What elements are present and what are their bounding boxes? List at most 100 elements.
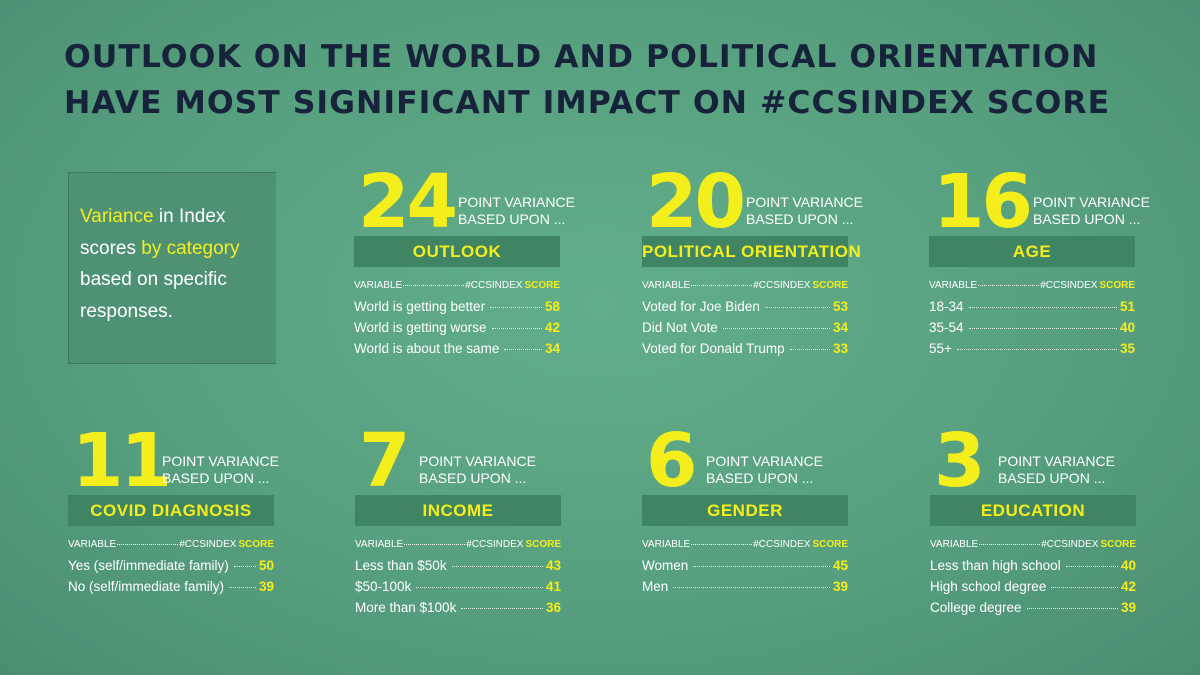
row-label: Men — [642, 579, 669, 594]
row-score: 34 — [832, 320, 848, 335]
intro-by-category: by category — [141, 237, 240, 259]
variable-header: VARIABLE #CCSINDEX SCORE — [355, 539, 561, 550]
based-upon-label: BASED UPON ... — [1033, 211, 1141, 227]
leader-dots — [968, 307, 1117, 308]
variable-label: VARIABLE — [930, 539, 979, 550]
table-row: Men 39 — [642, 579, 848, 600]
header-leader-dots — [691, 544, 753, 545]
category-label: EDUCATION — [930, 495, 1136, 526]
index-label: #CCSINDEX — [753, 539, 811, 550]
category-label: INCOME — [355, 495, 561, 526]
table-row: 55+ 35 — [929, 341, 1135, 362]
row-label: World is getting worse — [354, 320, 487, 335]
row-score: 42 — [1120, 579, 1136, 594]
row-label: More than $100k — [355, 600, 457, 615]
score-rows: Yes (self/immediate family) 50 No (self/im… — [68, 558, 274, 600]
header-leader-dots — [404, 544, 466, 545]
score-rows: Women 45 Men 39 — [642, 558, 848, 600]
variance-card: 20 POINT VARIANCE BASED UPON ... POLITICAL … — [642, 163, 863, 362]
table-row: Voted for Joe Biden 53 — [642, 299, 848, 320]
point-variance-number: 3 — [934, 418, 985, 504]
category-label: OUTLOOK — [354, 236, 560, 267]
score-label: SCORE — [812, 280, 848, 291]
table-row: High school degree 42 — [930, 579, 1136, 600]
point-variance-number: 7 — [359, 418, 410, 504]
leader-dots — [490, 307, 542, 308]
leader-dots — [673, 587, 830, 588]
point-variance-number: 11 — [72, 418, 172, 504]
index-label: #CCSINDEX — [465, 280, 523, 291]
score-label: SCORE — [525, 539, 561, 550]
based-upon-label: BASED UPON ... — [998, 470, 1106, 486]
leader-dots — [956, 349, 1117, 350]
table-row: World is getting better 58 — [354, 299, 560, 320]
leader-dots — [764, 307, 830, 308]
header-leader-dots — [978, 285, 1040, 286]
table-row: $50-100k 41 — [355, 579, 561, 600]
table-row: 18-34 51 — [929, 299, 1135, 320]
point-variance-caption: POINT VARIANCE BASED UPON ... — [746, 194, 863, 228]
index-label: #CCSINDEX — [753, 280, 811, 291]
row-score: 58 — [544, 299, 560, 314]
row-score: 51 — [1119, 299, 1135, 314]
table-row: No (self/immediate family) 39 — [68, 579, 274, 600]
leader-dots — [693, 566, 830, 567]
variable-header: VARIABLE #CCSINDEX SCORE — [929, 280, 1135, 291]
index-label: #CCSINDEX — [1040, 280, 1098, 291]
index-label: #CCSINDEX — [179, 539, 237, 550]
point-variance-label: POINT VARIANCE — [706, 453, 823, 469]
table-row: Less than high school 40 — [930, 558, 1136, 579]
header-leader-dots — [403, 285, 465, 286]
table-row: World is getting worse 42 — [354, 320, 560, 341]
variable-label: VARIABLE — [642, 539, 691, 550]
row-label: World is getting better — [354, 299, 486, 314]
variance-card: 16 POINT VARIANCE BASED UPON ... AGE VARIABL… — [929, 163, 1150, 362]
leader-dots — [491, 328, 542, 329]
point-variance-number: 20 — [646, 159, 746, 245]
row-score: 34 — [544, 341, 560, 356]
variable-label: VARIABLE — [68, 539, 117, 550]
intro-box: Variance in Index scores by category bas… — [68, 172, 276, 364]
row-label: Voted for Donald Trump — [642, 341, 785, 356]
card-header: 7 POINT VARIANCE BASED UPON ... — [355, 422, 561, 498]
table-row: Women 45 — [642, 558, 848, 579]
score-label: SCORE — [1100, 539, 1136, 550]
point-variance-number: 6 — [646, 418, 697, 504]
score-label: SCORE — [524, 280, 560, 291]
point-variance-label: POINT VARIANCE — [746, 194, 863, 210]
card-header: 16 POINT VARIANCE BASED UPON ... — [929, 163, 1150, 239]
score-rows: Less than $50k 43 $50-100k 41 More than $100… — [355, 558, 561, 621]
point-variance-caption: POINT VARIANCE BASED UPON ... — [998, 453, 1115, 487]
row-score: 42 — [544, 320, 560, 335]
table-row: Less than $50k 43 — [355, 558, 561, 579]
leader-dots — [416, 587, 543, 588]
based-upon-label: BASED UPON ... — [706, 470, 814, 486]
page-title: OUTLOOK ON THE WORLD AND POLITICAL ORIEN… — [64, 34, 1164, 126]
category-label: COVID DIAGNOSIS — [68, 495, 274, 526]
row-label: High school degree — [930, 579, 1047, 594]
row-score: 43 — [545, 558, 561, 573]
category-label: POLITICAL ORIENTATION — [642, 236, 861, 267]
table-row: Voted for Donald Trump 33 — [642, 341, 848, 362]
table-row: Yes (self/immediate family) 50 — [68, 558, 274, 579]
table-row: College degree 39 — [930, 600, 1136, 621]
title-line-2: HAVE MOST SIGNIFICANT IMPACT ON #CCSINDE… — [64, 85, 1111, 121]
table-row: 35-54 40 — [929, 320, 1135, 341]
row-score: 41 — [545, 579, 561, 594]
variance-card: 3 POINT VARIANCE BASED UPON ... EDUCATION VA… — [930, 422, 1136, 621]
leader-dots — [1065, 566, 1118, 567]
point-variance-label: POINT VARIANCE — [419, 453, 536, 469]
category-label: AGE — [929, 236, 1135, 267]
variance-card: 6 POINT VARIANCE BASED UPON ... GENDER VARIA… — [642, 422, 848, 600]
row-label: No (self/immediate family) — [68, 579, 225, 594]
row-label: 35-54 — [929, 320, 964, 335]
leader-dots — [229, 587, 256, 588]
row-label: Did Not Vote — [642, 320, 718, 335]
category-label: GENDER — [642, 495, 848, 526]
row-label: 18-34 — [929, 299, 964, 314]
card-header: 20 POINT VARIANCE BASED UPON ... — [642, 163, 863, 239]
intro-in-index: in Index scores — [80, 206, 226, 259]
row-score: 36 — [545, 600, 561, 615]
row-score: 35 — [1119, 341, 1135, 356]
row-score: 39 — [258, 579, 274, 594]
